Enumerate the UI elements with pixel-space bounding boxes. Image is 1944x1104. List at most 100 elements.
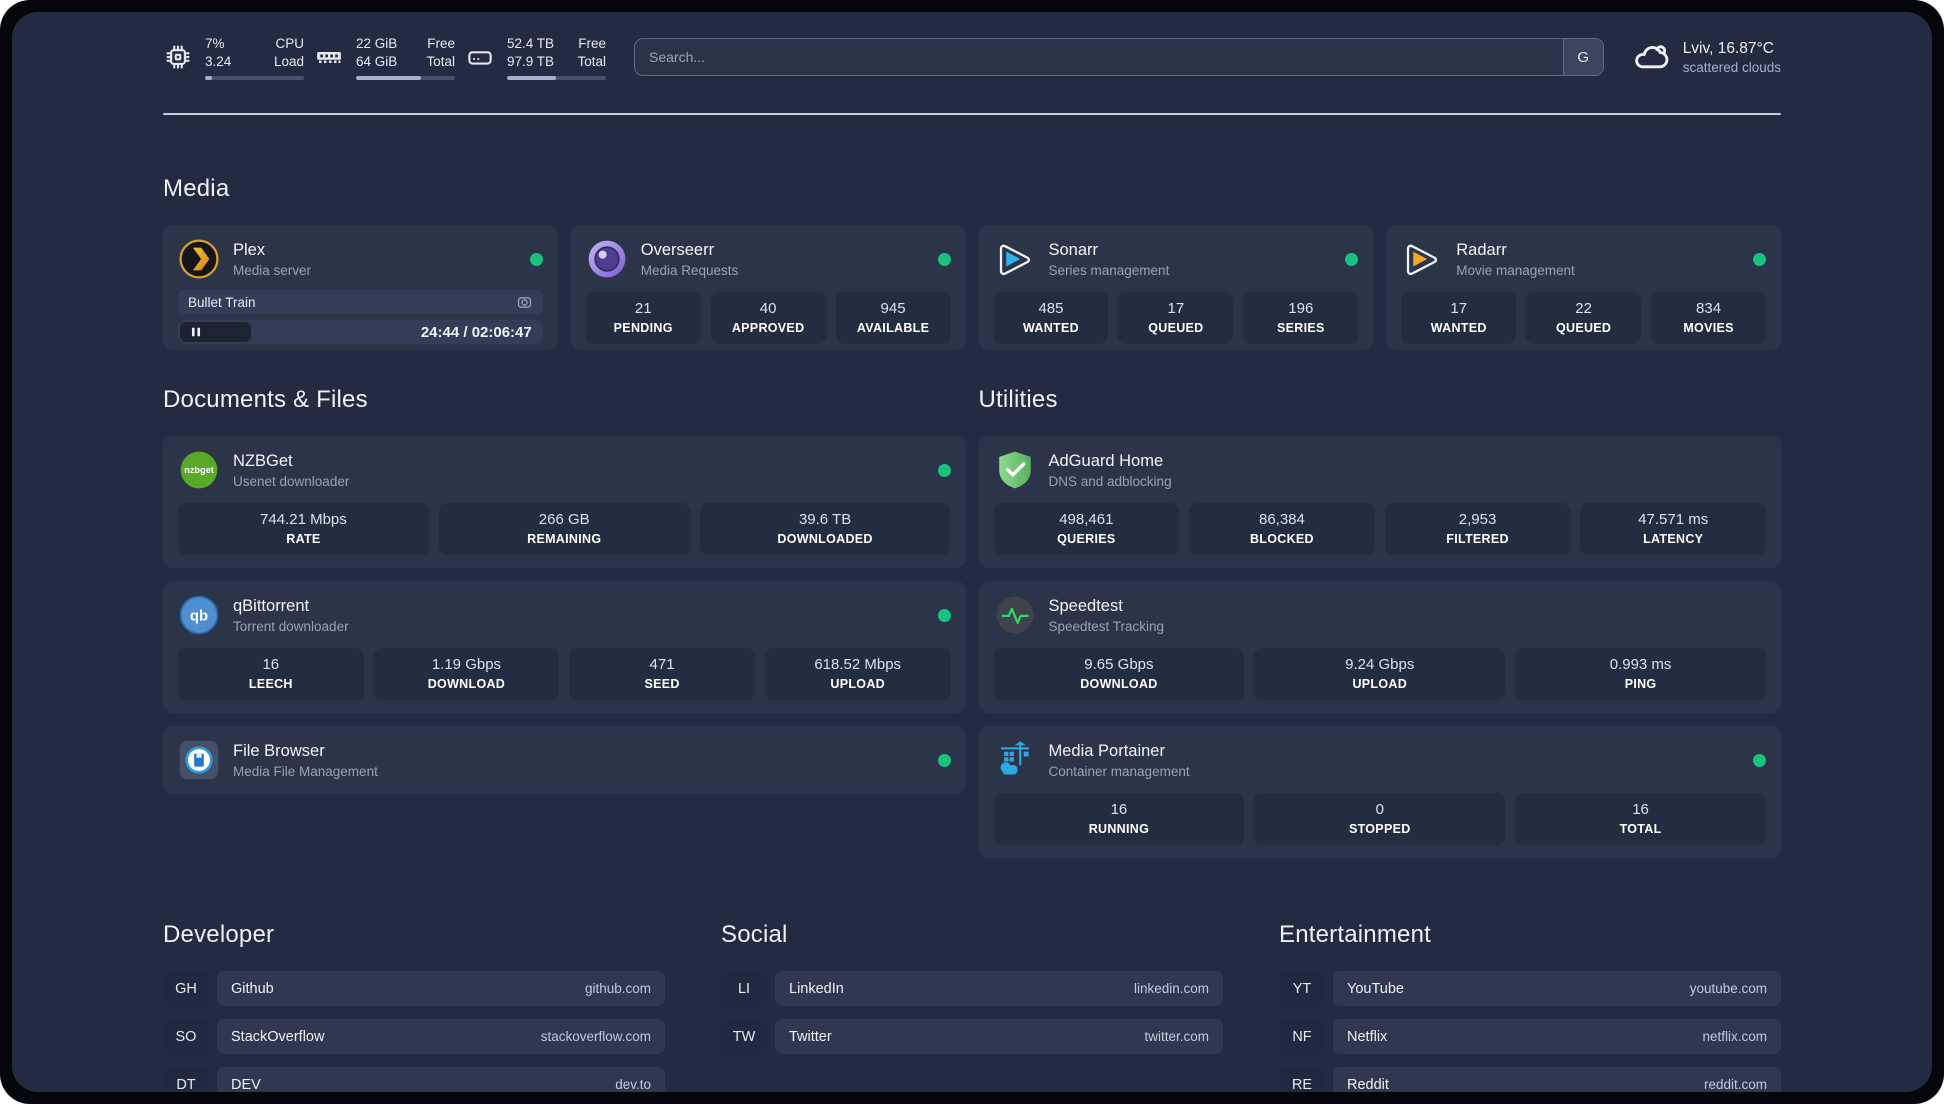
stat-label: FILTERED (1446, 532, 1509, 546)
service-card-nzbget[interactable]: nzbget NZBGet Usenet downloader 744.21 Mbps… (163, 436, 966, 568)
stat-box-movies: 834 MOVIES (1651, 292, 1767, 344)
stat-label: DOWNLOAD (427, 677, 506, 691)
status-indicator-online (937, 608, 951, 622)
service-card-sonarr[interactable]: Sonarr Series management 485 WANTED 17 QUEUED… (978, 225, 1374, 350)
stat-label: QUERIES (1057, 532, 1116, 546)
bookmark-name: Reddit (1347, 1076, 1389, 1093)
bookmark-dev[interactable]: DT DEV dev.to (163, 1067, 665, 1092)
bookmark-abbr: NF (1279, 1019, 1325, 1054)
stat-box-stopped: 0 STOPPED (1254, 793, 1506, 845)
bookmark-github[interactable]: GH Github github.com (163, 971, 665, 1006)
bookmark-url: dev.to (615, 1077, 651, 1092)
bookmark-reddit[interactable]: RE Reddit reddit.com (1279, 1067, 1781, 1092)
section-media: Media Plex Media server Bullet Train 24:44 … (163, 175, 1781, 350)
status-indicator-online (1753, 252, 1766, 266)
stat-box-ping: 0.993 ms PING (1515, 648, 1766, 700)
playback-progress-bar: 24:44 / 02:06:47 (178, 320, 543, 344)
stat-box-leech: 16 LEECH (178, 648, 364, 700)
stat-label: DOWNLOADED (777, 532, 873, 546)
service-subtitle: Container management (1048, 763, 1190, 779)
stat-value: 1.19 Gbps (431, 656, 502, 673)
bookmark-section-entertainment: Entertainment YT YouTube youtube.com NF Netfl… (1279, 921, 1781, 1092)
service-card-speedtest[interactable]: Speedtest Speedtest Tracking 9.65 Gbps DOWN… (978, 581, 1781, 713)
search-provider-button[interactable]: G (1562, 39, 1603, 75)
service-card-file-browser[interactable]: File Browser Media File Management (163, 726, 966, 794)
stat-box-upload: 9.24 Gbps UPLOAD (1254, 648, 1506, 700)
section-title-documents: Documents & Files (163, 386, 368, 413)
search-input[interactable] (635, 39, 1563, 75)
bookmark-url: netflix.com (1702, 1029, 1767, 1044)
pause-icon[interactable] (189, 325, 203, 339)
stat-box-queued: 17 QUEUED (1118, 292, 1234, 344)
stat-value: 9.24 Gbps (1345, 656, 1415, 673)
bookmark-netflix[interactable]: NF Netflix netflix.com (1279, 1019, 1781, 1054)
bookmark-url: linkedin.com (1133, 981, 1209, 996)
search-bar[interactable]: G (634, 38, 1604, 76)
service-title: Overseerr (640, 240, 715, 259)
bookmark-abbr: TW (721, 1019, 767, 1054)
section-title-media: Media (163, 175, 230, 202)
stat-box-approved: 40 APPROVED (710, 292, 826, 344)
now-playing-row: Bullet Train (178, 290, 543, 314)
service-card-qbittorrent[interactable]: qb qBittorrent Torrent downloader 16 LEECH 1.… (163, 581, 966, 713)
stat-label: RUNNING (1088, 822, 1150, 836)
stat-label: SERIES (1276, 321, 1325, 335)
svg-text:qb: qb (190, 608, 208, 624)
stat-label: UPLOAD (1352, 677, 1408, 691)
bookmark-pill: StackOverflow stackoverflow.com (217, 1019, 665, 1054)
bookmarks-area: Developer GH Github github.com SO StackOverfl… (163, 921, 1781, 1092)
service-card-radarr[interactable]: Radarr Movie management 17 WANTED 22 QUEUED 83… (1386, 225, 1781, 350)
service-card-adguard-home[interactable]: AdGuard Home DNS and adblocking 498,461 QUE… (978, 436, 1781, 568)
adguard-icon (994, 449, 1036, 491)
stat-value: 64 GiB (356, 53, 398, 69)
bookmark-stackoverflow[interactable]: SO StackOverflow stackoverflow.com (163, 1019, 665, 1054)
status-indicator-online (529, 252, 543, 266)
stat-label: QUEUED (1555, 321, 1612, 335)
stat-label: QUEUED (1148, 321, 1204, 335)
section-title-utilities: Utilities (978, 386, 1058, 413)
portainer-icon (994, 739, 1036, 781)
stat-box-download: 9.65 Gbps DOWNLOAD (993, 648, 1245, 700)
stat-label: MOVIES (1683, 321, 1734, 335)
utilities-cards: AdGuard Home DNS and adblocking 498,461 QUE… (978, 436, 1781, 858)
bookmark-linkedin[interactable]: LI LinkedIn linkedin.com (721, 971, 1223, 1006)
section-title-developer: Developer (163, 921, 275, 948)
stat-label: RATE (286, 532, 321, 546)
ram-icon (314, 42, 344, 72)
middle-columns: Documents & Files nzbget NZBGet Usenet dow… (163, 386, 1781, 871)
service-card-overseerr[interactable]: Overseerr Media Requests 21 PENDING 40 APPROV… (570, 225, 966, 350)
stat-value: 17 (1450, 300, 1468, 317)
stat-value: 17 (1167, 300, 1185, 317)
stat-label: UPLOAD (830, 677, 885, 691)
playback-time: 24:44 / 02:06:47 (420, 323, 532, 341)
radarr-icon (1401, 238, 1443, 280)
bookmark-section-developer: Developer GH Github github.com SO StackOverfl… (163, 921, 665, 1092)
service-title: Sonarr (1048, 240, 1099, 259)
stat-label: CPU (275, 35, 304, 51)
system-stats: 7% CPU 3.24 Load 22 GiB Free 64 GiB Total 52.4 T… (163, 35, 606, 80)
header-divider (163, 113, 1781, 115)
service-card-media-portainer[interactable]: Media Portainer Container management 16 RUN… (978, 726, 1781, 858)
service-subtitle: Media File Management (233, 763, 378, 779)
bookmark-pill: Netflix netflix.com (1333, 1019, 1781, 1054)
service-subtitle: Series management (1048, 262, 1170, 278)
bookmark-twitter[interactable]: TW Twitter twitter.com (721, 1019, 1223, 1054)
bookmark-name: DEV (231, 1076, 261, 1093)
stat-box-queries: 498,461 QUERIES (993, 503, 1180, 555)
bookmark-pill: Twitter twitter.com (775, 1019, 1223, 1054)
stat-box-available: 945 AVAILABLE (835, 292, 951, 344)
stat-progress-track (356, 75, 455, 80)
stat-progress-fill (205, 75, 212, 80)
service-title: Plex (233, 240, 266, 259)
bookmark-youtube[interactable]: YT YouTube youtube.com (1279, 971, 1781, 1006)
weather-text: Lviv, 16.87°C scattered clouds (1683, 39, 1781, 76)
nzbget-icon: nzbget (178, 449, 220, 491)
top-bar: 7% CPU 3.24 Load 22 GiB Free 64 GiB Total 52.4 T… (163, 34, 1781, 80)
stat-label: LATENCY (1643, 532, 1704, 546)
service-subtitle: Media Requests (640, 262, 739, 278)
stat-box-latency: 47.571 ms LATENCY (1580, 503, 1766, 555)
service-card-plex[interactable]: Plex Media server Bullet Train 24:44 / 02:0… (163, 225, 558, 350)
service-title: Radarr (1456, 240, 1507, 259)
service-subtitle: Movie management (1456, 262, 1575, 278)
